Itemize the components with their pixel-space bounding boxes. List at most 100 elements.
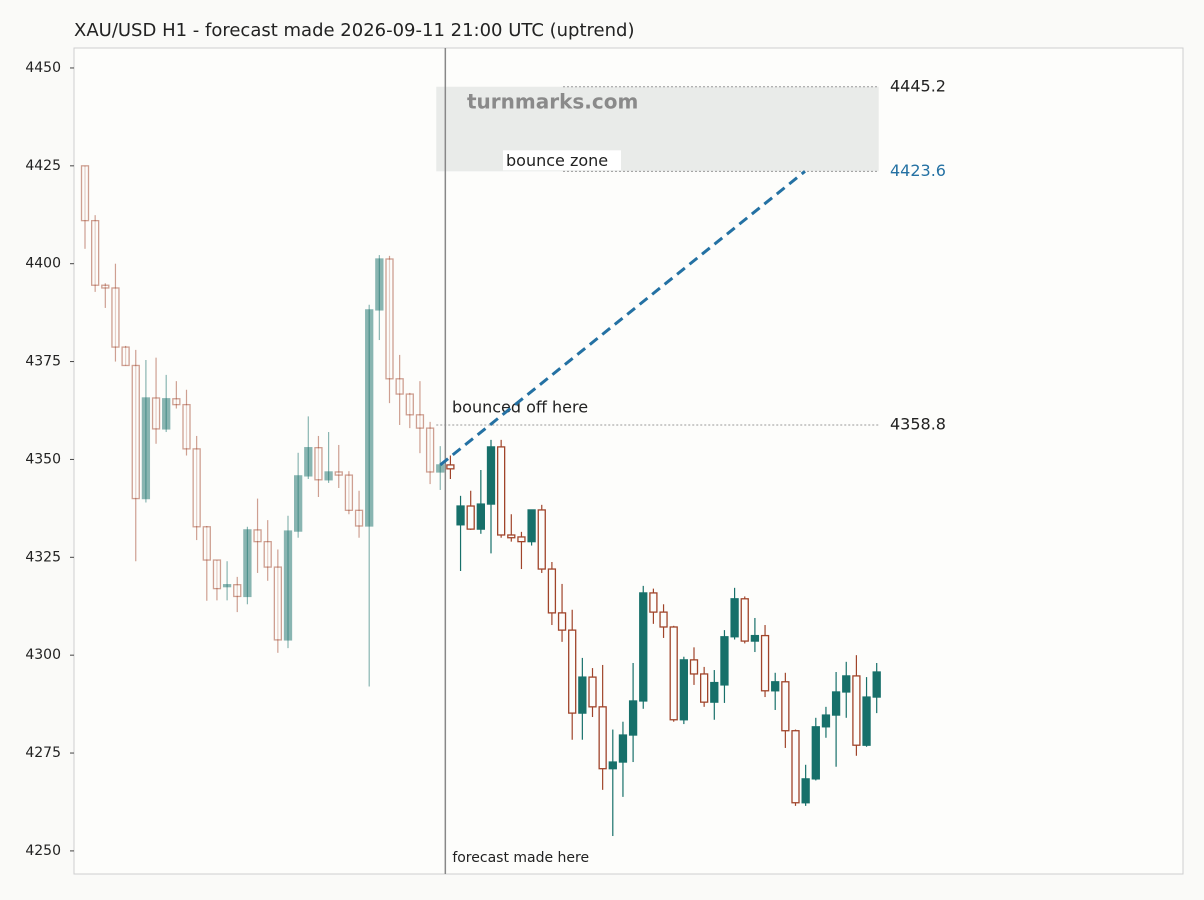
y-tick-label: 4450 [25, 60, 61, 76]
candle-body [689, 659, 699, 675]
candle-body [202, 526, 211, 561]
y-tick-label: 4350 [25, 451, 61, 467]
candle-body [324, 471, 333, 481]
candle-body [507, 534, 516, 539]
bounce-level-value: 4358.8 [890, 414, 946, 433]
candle-body [304, 447, 313, 477]
candle-body [517, 536, 526, 543]
candle-body [283, 530, 293, 641]
candle-body [436, 464, 445, 473]
candle-body [628, 700, 638, 736]
candle-body [760, 634, 770, 692]
candle-body [80, 165, 90, 222]
candle-body [618, 734, 628, 763]
candle-body [649, 592, 658, 613]
candle-body [182, 403, 191, 450]
y-tick-label: 4275 [25, 745, 61, 761]
candle-body [791, 730, 800, 804]
candle-body [568, 629, 577, 714]
candle-body [710, 681, 719, 703]
candle-body [425, 427, 435, 473]
candle-body [872, 671, 881, 698]
candle-body [821, 714, 831, 728]
candle-body [222, 584, 232, 588]
forecast-line [439, 170, 806, 467]
candle-body [811, 726, 820, 780]
candle-body [415, 414, 425, 429]
y-tick-label: 4250 [25, 843, 61, 859]
candle-body [842, 675, 851, 693]
candle-body [496, 446, 506, 536]
candle-body [365, 309, 374, 527]
candle-body [172, 398, 181, 406]
candle-body [293, 475, 303, 532]
candle-body [730, 598, 739, 638]
candle-body [700, 673, 709, 703]
candle-body [659, 611, 668, 628]
candle-body [344, 474, 354, 511]
candle-body [527, 509, 536, 543]
candle-body [354, 509, 364, 527]
candle-body [314, 447, 323, 481]
candle-body [679, 659, 688, 721]
candle-body [537, 509, 546, 570]
chart-title: XAU/USD H1 - forecast made 2026-09-11 21… [74, 20, 634, 41]
candle-body [273, 566, 283, 641]
candle-body [466, 505, 475, 530]
y-tick-label: 4300 [25, 647, 61, 663]
candle-body [131, 364, 140, 500]
candle-body [547, 568, 557, 614]
candle-body [253, 529, 262, 543]
plot-area [73, 47, 1184, 875]
zone-low-label: 4423.6 [890, 161, 946, 180]
candle-body [740, 598, 749, 642]
candle-body [233, 584, 242, 598]
candle-body [801, 778, 810, 804]
watermark: turnmarks.com [467, 90, 638, 114]
candle-body [578, 676, 587, 714]
candle-body [639, 592, 648, 702]
candle-body [111, 287, 120, 348]
candle-body [476, 503, 486, 530]
candle-body [456, 505, 465, 526]
candle-body [831, 691, 841, 716]
candle-body [557, 612, 567, 631]
candle-body [192, 448, 201, 528]
candle-body [121, 346, 130, 367]
candle-body [771, 681, 780, 692]
zone-label: bounce zone [506, 151, 608, 170]
y-tick-label: 4425 [25, 158, 61, 174]
candle-body [243, 529, 252, 598]
candle-body [486, 446, 496, 505]
forecast-marker-label: forecast made here [452, 850, 589, 866]
candle-body [608, 761, 617, 770]
zone-high-label: 4445.2 [890, 76, 946, 95]
candle-body [669, 626, 678, 721]
candle-body [385, 258, 394, 380]
candle-body [141, 397, 151, 500]
candle-body [862, 696, 871, 746]
candle-body [598, 706, 607, 770]
bounce-level-label: bounced off here [452, 397, 588, 416]
candle-body [852, 675, 861, 746]
candle-body [212, 559, 222, 590]
candle-body [446, 464, 455, 470]
candle-body [395, 378, 404, 395]
candle-body [162, 398, 171, 430]
candle-body [375, 258, 384, 311]
candle-body [334, 471, 343, 476]
candle-body [405, 393, 414, 416]
candle-body [781, 681, 790, 732]
y-tick-label: 4325 [25, 549, 61, 565]
candle-body [263, 540, 272, 568]
candle-body [588, 676, 597, 708]
candle-body [151, 397, 161, 430]
candle-body [720, 636, 729, 686]
y-tick-label: 4400 [25, 256, 61, 272]
candle-body [91, 219, 100, 286]
candle-body [101, 284, 110, 289]
zone-label-bg [503, 150, 621, 171]
y-tick-label: 4375 [25, 354, 61, 370]
candle-body [750, 634, 760, 642]
